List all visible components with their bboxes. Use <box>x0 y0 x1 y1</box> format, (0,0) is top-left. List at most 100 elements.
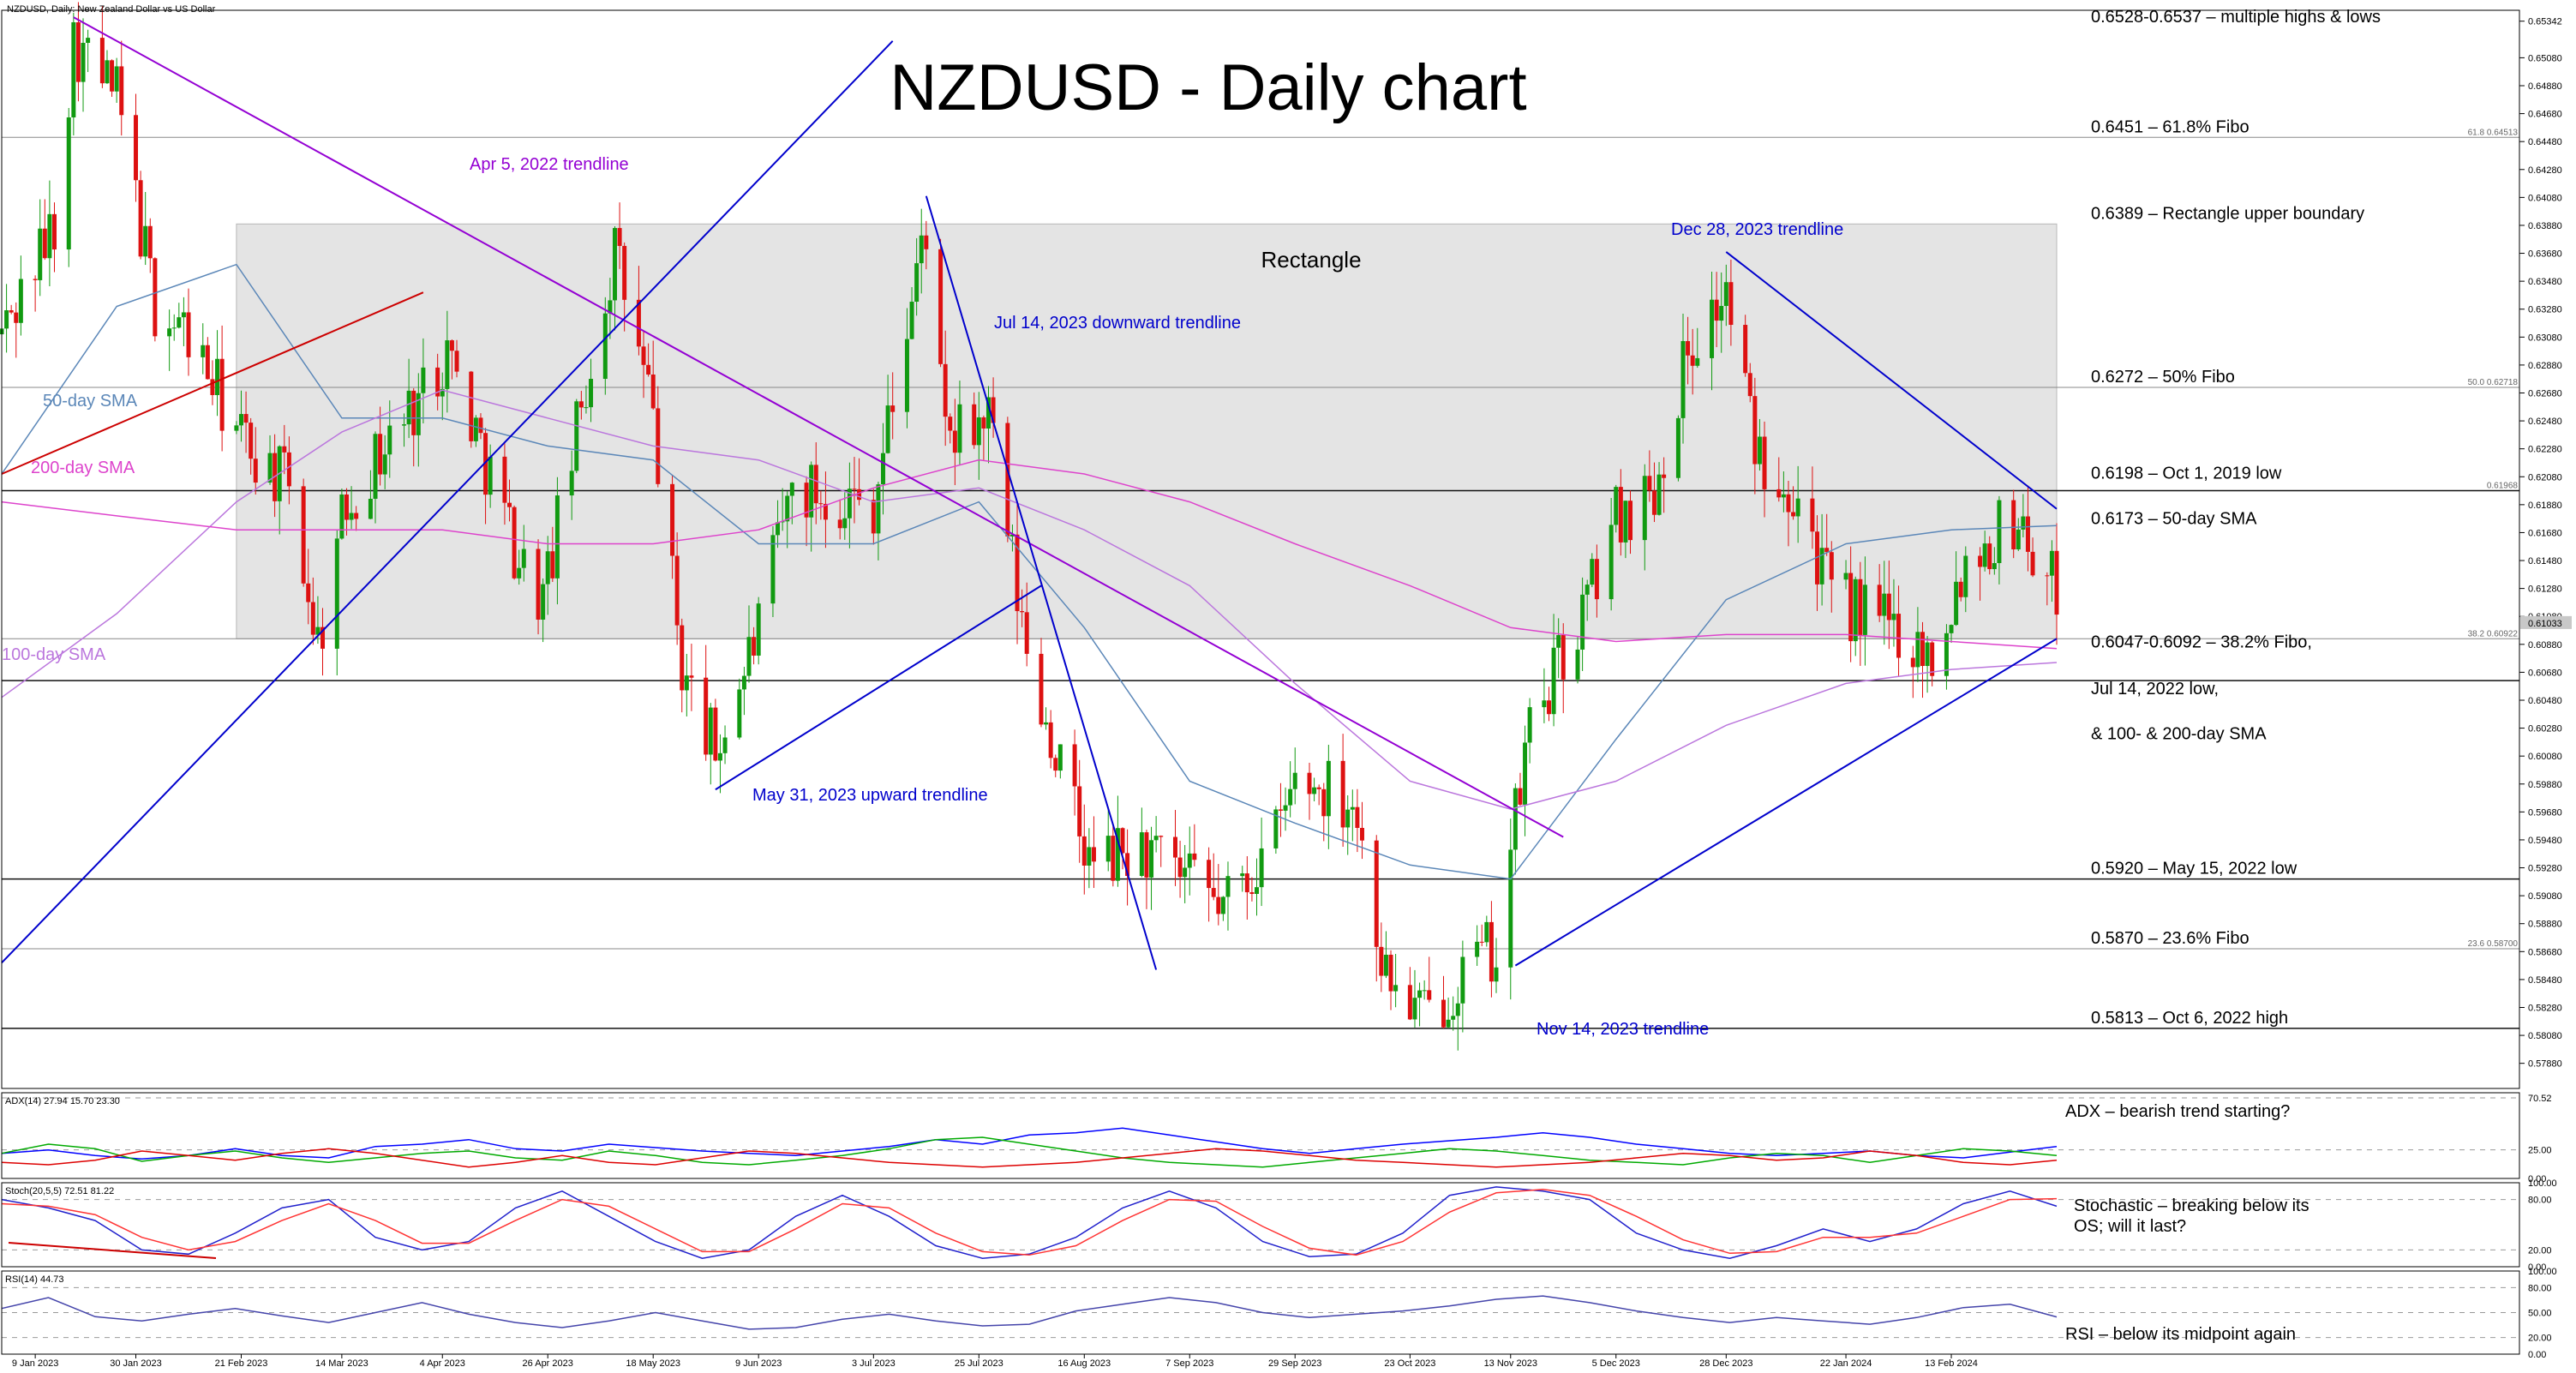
candles <box>0 2 2059 1051</box>
y-tick-label: 0.61880 <box>2528 501 2562 511</box>
candle-body <box>2049 550 2054 576</box>
x-tick-label: 25 Jul 2023 <box>955 1358 1003 1369</box>
trendline-label: Jul 14, 2023 downward trendline <box>994 314 1241 333</box>
y-tick-label: 0.62080 <box>2528 472 2562 483</box>
candle-body <box>1427 990 1432 1000</box>
candle-body <box>1963 555 1968 597</box>
candle-body <box>1379 946 1384 976</box>
candle-body <box>421 367 426 393</box>
candle-body <box>9 310 14 313</box>
pane-frame-1 <box>1 1092 2520 1179</box>
pane-title: Stoch(20,5,5) 72.51 81.22 <box>5 1186 114 1196</box>
candle-body <box>871 500 876 534</box>
level-tag: 61.8 0.64513 <box>2468 128 2519 137</box>
candle-body <box>143 225 148 257</box>
candle-body <box>1791 512 1796 517</box>
candle-body <box>1695 357 1700 366</box>
candle-body <box>1316 787 1321 789</box>
level-label: 0.6451 – 61.8% Fibo <box>2091 117 2250 136</box>
candle-body <box>957 404 962 453</box>
candle-body <box>1585 585 1590 595</box>
candle-body <box>789 483 794 496</box>
y-tick-label: 0.63880 <box>2528 221 2562 231</box>
y-tick-label: 0.64480 <box>2528 137 2562 147</box>
y-tick-label: 0.65342 <box>2528 17 2562 27</box>
candle-body <box>1575 649 1580 680</box>
candle-body <box>301 486 306 584</box>
candle-body <box>435 367 440 397</box>
candle-body <box>804 483 809 518</box>
candle-body <box>1949 625 1954 633</box>
level-tag: 0.61968 <box>2487 482 2519 491</box>
candle-body <box>14 312 19 323</box>
trendline-label: Dec 28, 2023 trendline <box>1671 220 1843 239</box>
candle-body <box>243 414 249 423</box>
candle-body <box>1455 1003 1460 1016</box>
candle-body <box>42 228 47 259</box>
candle-body <box>186 312 191 357</box>
candle-body <box>1776 489 1782 498</box>
candle-body <box>1259 848 1264 888</box>
candle-body <box>1747 373 1752 397</box>
candle-body <box>282 446 287 453</box>
candle-body <box>1009 534 1015 537</box>
candle-body <box>985 397 991 429</box>
candle-body <box>1475 941 1480 957</box>
price-marker-box <box>2520 615 2572 629</box>
candle-body <box>321 627 326 649</box>
candle-body <box>622 245 627 300</box>
y-tick-label: 0.58080 <box>2528 1031 2562 1041</box>
candle-body <box>650 374 656 409</box>
x-tick-label: 18 May 2023 <box>626 1358 680 1369</box>
candle-body <box>38 228 43 280</box>
candle-body <box>981 417 986 429</box>
x-tick-label: 28 Dec 2023 <box>1699 1358 1752 1369</box>
candle-body <box>1350 806 1355 810</box>
candle-body <box>1172 836 1177 858</box>
pane-tick-label: 80.00 <box>2528 1196 2552 1206</box>
candle-body <box>1690 355 1695 366</box>
candle-body <box>1326 760 1331 817</box>
sma-annotation: 200-day SMA <box>31 459 135 477</box>
trendline <box>1 40 894 964</box>
candle-body <box>1015 534 1020 612</box>
candle-body <box>253 459 258 483</box>
candle-body <box>938 249 944 364</box>
candle-body <box>545 551 550 585</box>
candle-body <box>1508 849 1513 968</box>
candle-body <box>713 707 718 761</box>
candle-body <box>215 358 220 395</box>
y-tick-label: 0.64080 <box>2528 193 2562 203</box>
trendline <box>715 585 1042 791</box>
candle-body <box>1618 487 1623 543</box>
indicator-line <box>1 1127 2058 1160</box>
level-tag: 50.0 0.62718 <box>2468 378 2519 387</box>
candle-body <box>1527 707 1532 743</box>
candle-body <box>1412 998 1417 1020</box>
trendline-label: May 31, 2023 upward trendline <box>752 786 988 805</box>
candle-body <box>608 300 613 314</box>
candle-body <box>1207 860 1212 889</box>
candle-body <box>18 279 23 323</box>
candle-body <box>1077 786 1082 836</box>
candle-body <box>1614 487 1619 525</box>
candle-body <box>717 752 722 761</box>
candle-body <box>1551 647 1556 715</box>
candle-body <box>1087 847 1092 866</box>
y-tick-label: 0.61280 <box>2528 585 2562 595</box>
candle-body <box>1987 543 1992 570</box>
candle-body <box>1125 853 1130 876</box>
candle-body <box>2045 575 2050 577</box>
candle-body <box>1848 573 1854 642</box>
candle-body <box>181 312 186 318</box>
level-label: Jul 14, 2022 low, <box>2091 680 2219 698</box>
candle-body <box>478 417 483 434</box>
candle-body <box>1542 700 1547 708</box>
level-label: 0.6272 – 50% Fibo <box>2091 368 2235 387</box>
candle-body <box>578 401 584 408</box>
candle-body <box>344 494 349 520</box>
candle-body <box>517 567 522 579</box>
indicator-line <box>1 1186 2058 1259</box>
candle-body <box>1656 474 1662 515</box>
